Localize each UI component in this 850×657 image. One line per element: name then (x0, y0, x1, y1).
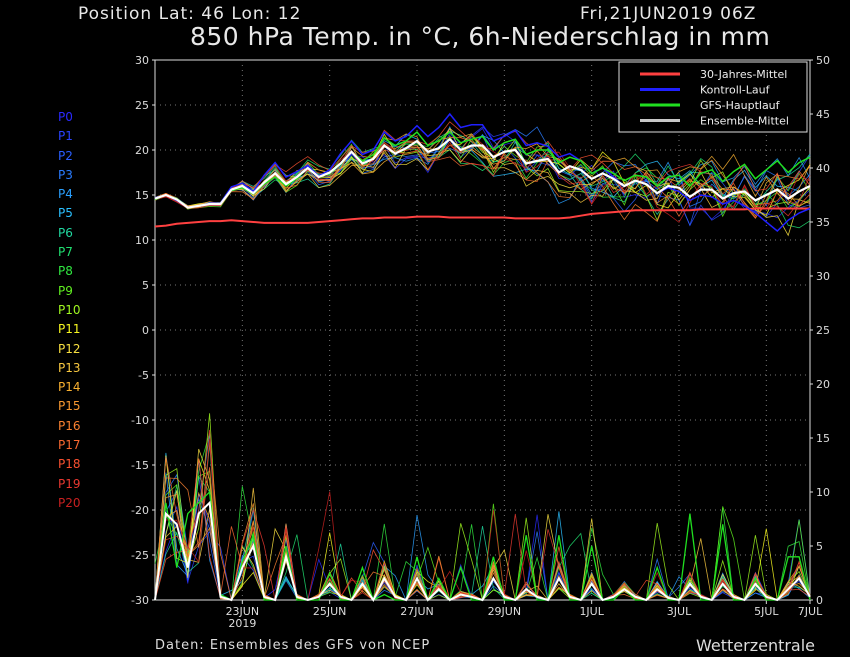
data-source-note: Daten: Ensembles des GFS von NCEP (155, 638, 431, 653)
y-left-tick-label: 5 (142, 279, 149, 292)
y-right-tick-label: 25 (816, 324, 830, 337)
x-tick-label: 1JUL (579, 605, 604, 618)
member-label-p5: P5 (58, 206, 73, 221)
y-left-tick-label: -5 (138, 369, 149, 382)
y-right-tick-label: 20 (816, 378, 830, 391)
temp-member-line-p19 (154, 141, 811, 217)
member-label-p16: P16 (58, 418, 81, 433)
legend-entry: Ensemble-Mittel (700, 115, 789, 128)
temp-member-line-p20 (154, 134, 811, 223)
y-left-tick-label: 30 (135, 54, 149, 67)
member-label-p20: P20 (58, 495, 81, 510)
legend-entry: Kontroll-Lauf (700, 84, 771, 97)
y-right-tick-label: 10 (816, 486, 830, 499)
x-tick-label: 23JUN (226, 605, 260, 618)
legend-entry: 30-Jahres-Mittel (700, 68, 787, 81)
member-label-p6: P6 (58, 225, 73, 240)
y-left-tick-label: 20 (135, 144, 149, 157)
member-label-p7: P7 (58, 245, 73, 260)
precip-ensemble-mean-line (154, 500, 811, 602)
position-label: Position Lat: 46 Lon: 12 (78, 4, 302, 24)
chart-title: 850 hPa Temp. in °C, 6h-Niederschlag in … (190, 22, 771, 51)
temp-control-run-line (154, 112, 811, 233)
y-right-tick-label: 30 (816, 270, 830, 283)
temp-member-line-p16 (154, 137, 811, 222)
member-label-p17: P17 (58, 438, 81, 453)
temp-member-line-p12 (154, 148, 811, 237)
x-tick-label: 7JUL (798, 605, 823, 618)
y-right-tick-label: 45 (816, 108, 830, 121)
precip-member-line-p5 (154, 433, 811, 601)
member-label-p2: P2 (58, 148, 73, 163)
member-label-p4: P4 (58, 187, 73, 202)
x-tick-label: 27JUN (400, 605, 434, 618)
y-right-tick-label: 15 (816, 432, 830, 445)
member-label-p11: P11 (58, 322, 81, 337)
temp-ensemble-mean-line (154, 137, 811, 209)
precip-member-line-p8 (154, 432, 811, 602)
member-label-p13: P13 (58, 360, 81, 375)
member-label-p19: P19 (58, 476, 81, 491)
brand-label: Wetterzentrale (696, 636, 816, 655)
y-right-tick-label: 0 (816, 594, 823, 607)
y-left-tick-label: 15 (135, 189, 149, 202)
member-label-p10: P10 (58, 302, 81, 317)
y-left-tick-label: 25 (135, 99, 149, 112)
precip-member-line-p4 (154, 459, 811, 602)
member-label-p1: P1 (58, 129, 73, 144)
y-left-tick-label: -30 (131, 594, 149, 607)
member-label-p14: P14 (58, 380, 81, 395)
member-label-p9: P9 (58, 283, 73, 298)
x-year-label: 2019 (228, 617, 256, 630)
y-left-tick-label: -15 (131, 459, 149, 472)
x-tick-label: 3JUL (667, 605, 692, 618)
y-right-tick-label: 40 (816, 162, 830, 175)
y-right-tick-label: 50 (816, 54, 830, 67)
member-label-p8: P8 (58, 264, 73, 279)
y-left-tick-label: 0 (142, 324, 149, 337)
member-label-p18: P18 (58, 457, 81, 472)
y-left-tick-label: 10 (135, 234, 149, 247)
temp-climate-mean-line (154, 207, 810, 228)
y-left-tick-label: -25 (131, 549, 149, 562)
member-label-p15: P15 (58, 399, 81, 414)
precip-member-line-p20 (154, 439, 811, 601)
temp-main-run-line (154, 130, 811, 209)
precip-member-line-p18 (154, 458, 811, 601)
run-date: Fri,21JUN2019 06Z (580, 4, 757, 24)
y-left-tick-label: -10 (131, 414, 149, 427)
legend-entry: GFS-Hauptlauf (700, 99, 781, 112)
member-label-p3: P3 (58, 167, 73, 182)
precip-member-line-p12 (154, 448, 811, 601)
precip-member-line-p19 (154, 429, 811, 601)
ensemble-member-list: P0 P1 P2 P3 P4 P5 P6 P7 P8 P9 P10 P11 P12 P13 P14 P15 P1… (58, 108, 81, 513)
plot-frame (154, 59, 811, 601)
x-tick-label: 5JUL (754, 605, 779, 618)
member-label-p0: P0 (58, 110, 73, 124)
x-tick-label: 25JUN (313, 605, 347, 618)
member-label-p12: P12 (58, 341, 81, 356)
y-right-tick-label: 35 (816, 216, 830, 229)
y-left-tick-label: -20 (131, 504, 149, 517)
x-tick-label: 29JUN (488, 605, 522, 618)
y-right-tick-label: 5 (816, 540, 823, 553)
